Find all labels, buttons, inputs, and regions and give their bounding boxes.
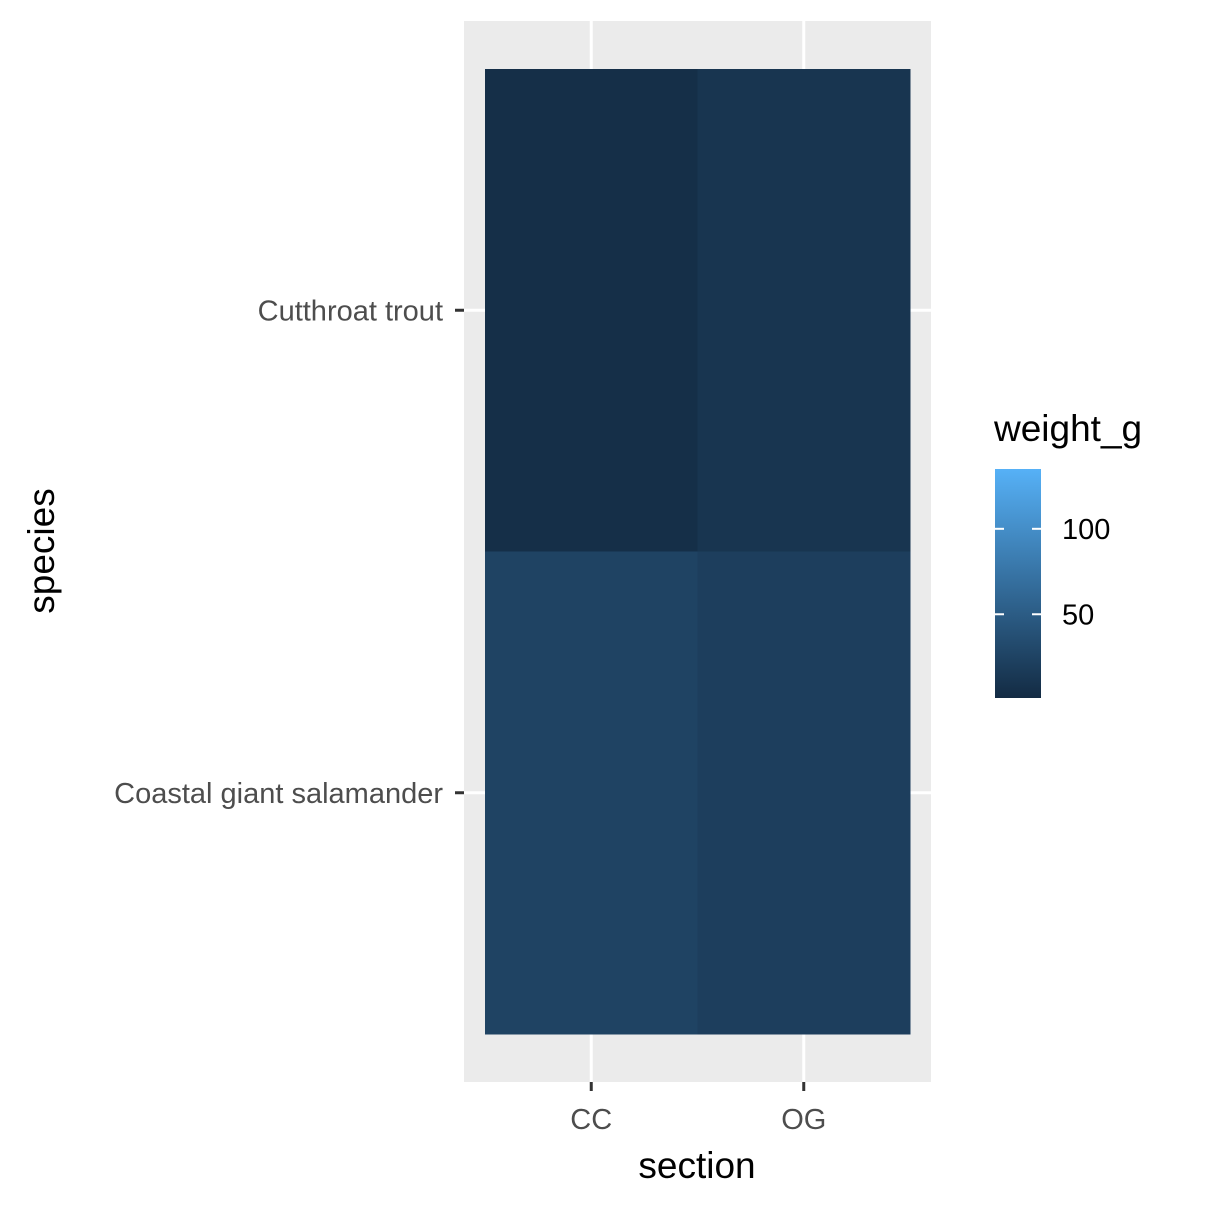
heatmap-cell — [697, 69, 911, 552]
legend-ticks: 50 100 — [995, 514, 1110, 631]
heatmap-cell — [485, 551, 698, 1035]
y-tick-label: Cutthroat trout — [258, 295, 443, 327]
x-axis: CC OG — [570, 1082, 826, 1136]
legend-colorbar — [995, 469, 1041, 698]
x-axis-title: section — [638, 1145, 755, 1186]
legend-title: weight_g — [993, 408, 1142, 449]
y-axis: Coastal giant salamander Cutthroat trout — [114, 295, 464, 810]
x-tick-label: CC — [570, 1104, 612, 1136]
heatmap-cell — [697, 551, 911, 1035]
y-axis-title: species — [21, 488, 62, 613]
heatmap-cell — [485, 69, 698, 552]
heatmap-cells — [485, 69, 911, 1035]
legend-tick-label: 50 — [1062, 599, 1094, 631]
legend: weight_g 50 100 — [993, 408, 1142, 698]
y-tick-label: Coastal giant salamander — [114, 778, 443, 810]
x-tick-label: OG — [781, 1104, 826, 1136]
legend-tick-label: 100 — [1062, 514, 1110, 546]
